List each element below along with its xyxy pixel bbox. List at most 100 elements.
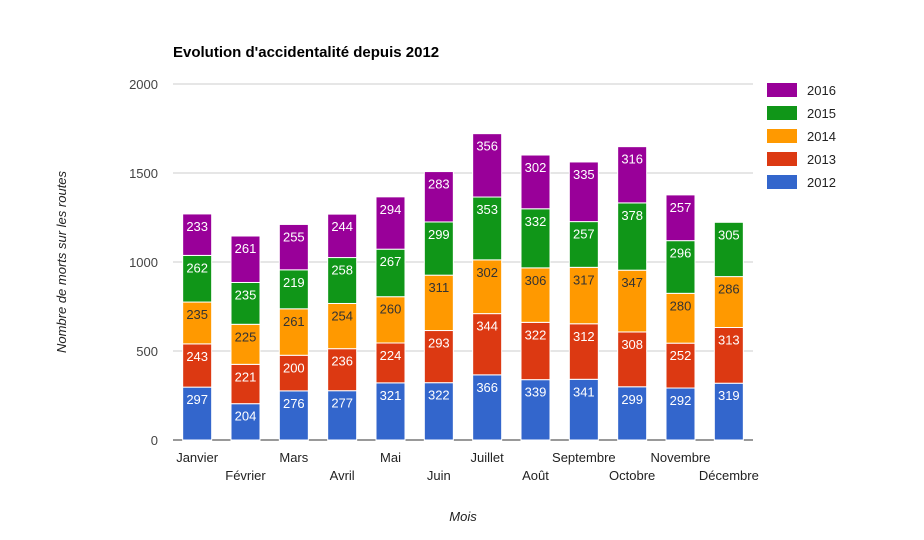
bar-segment[interactable] bbox=[278, 308, 309, 356]
data-label: 366 bbox=[476, 380, 498, 395]
data-label: 311 bbox=[428, 280, 449, 295]
bar-segment[interactable] bbox=[472, 133, 503, 198]
data-label: 292 bbox=[670, 393, 692, 408]
bar-segment[interactable] bbox=[617, 331, 648, 388]
data-label: 299 bbox=[428, 227, 450, 242]
legend-swatch bbox=[767, 83, 797, 97]
bar-segment[interactable] bbox=[665, 387, 696, 441]
legend-swatch bbox=[767, 175, 797, 189]
bar-segment[interactable] bbox=[665, 194, 696, 242]
bar-segment[interactable] bbox=[182, 386, 213, 441]
bar-segment[interactable] bbox=[327, 348, 358, 392]
data-label: 356 bbox=[476, 139, 498, 154]
chart-title: Evolution d'accidentalité depuis 2012 bbox=[173, 44, 439, 61]
data-label: 235 bbox=[186, 307, 208, 322]
data-label: 262 bbox=[186, 260, 208, 275]
bar-segment[interactable] bbox=[472, 313, 503, 376]
x-tick-label: Mars bbox=[279, 450, 308, 465]
bar-segment[interactable] bbox=[230, 235, 261, 283]
data-label: 258 bbox=[331, 263, 353, 278]
bar-segment[interactable] bbox=[182, 343, 213, 388]
bar-segment[interactable] bbox=[423, 171, 454, 223]
x-axis-title: Mois bbox=[449, 509, 477, 524]
bar-segment[interactable] bbox=[327, 390, 358, 441]
data-label: 294 bbox=[380, 202, 402, 217]
data-label: 257 bbox=[670, 200, 692, 215]
bar-segment[interactable] bbox=[327, 302, 358, 350]
data-label: 353 bbox=[476, 202, 498, 217]
bar-segment[interactable] bbox=[278, 354, 309, 392]
data-label: 299 bbox=[621, 392, 643, 407]
bar-segment[interactable] bbox=[617, 386, 648, 441]
bar-segment[interactable] bbox=[375, 196, 406, 250]
y-tick-label: 500 bbox=[136, 344, 158, 359]
legend-label: 2012 bbox=[807, 175, 836, 190]
y-tick-label: 0 bbox=[151, 433, 158, 448]
data-label: 335 bbox=[573, 167, 595, 182]
data-label: 261 bbox=[283, 314, 305, 329]
data-label: 283 bbox=[428, 177, 450, 192]
bar-segment[interactable] bbox=[520, 379, 551, 441]
bar-segment[interactable] bbox=[665, 240, 696, 294]
bar-segment[interactable] bbox=[713, 327, 744, 384]
bar-segment[interactable] bbox=[520, 321, 551, 381]
bar-segment[interactable] bbox=[520, 154, 551, 210]
data-label: 322 bbox=[428, 388, 450, 403]
bar-segment[interactable] bbox=[423, 330, 454, 384]
data-label: 293 bbox=[428, 336, 450, 351]
x-tick-label: Avril bbox=[330, 468, 355, 483]
data-label: 322 bbox=[525, 327, 547, 342]
bar-segment[interactable] bbox=[423, 221, 454, 276]
data-label: 308 bbox=[621, 337, 643, 352]
bar-segment[interactable] bbox=[375, 296, 406, 344]
bar-segment[interactable] bbox=[327, 257, 358, 304]
x-tick-label: Mai bbox=[380, 450, 401, 465]
data-label: 254 bbox=[331, 308, 353, 323]
bar-segment[interactable] bbox=[617, 146, 648, 204]
bar-segment[interactable] bbox=[278, 269, 309, 310]
data-label: 302 bbox=[476, 265, 498, 280]
x-tick-label: Octobre bbox=[609, 468, 655, 483]
x-tick-label: Décembre bbox=[699, 468, 759, 483]
bar-segment[interactable] bbox=[617, 269, 648, 333]
bar-segment[interactable] bbox=[230, 323, 261, 365]
data-label: 267 bbox=[380, 254, 402, 269]
x-tick-label: Février bbox=[225, 468, 266, 483]
bar-segment[interactable] bbox=[713, 221, 744, 278]
legend-label: 2016 bbox=[807, 83, 836, 98]
data-label: 302 bbox=[525, 160, 547, 175]
legend-swatch bbox=[767, 152, 797, 166]
x-tick-label: Septembre bbox=[552, 450, 616, 465]
bar-segment[interactable] bbox=[472, 259, 503, 315]
bar-segment[interactable] bbox=[713, 276, 744, 329]
data-label: 243 bbox=[186, 349, 208, 364]
bar-segment[interactable] bbox=[423, 382, 454, 441]
bar-segment[interactable] bbox=[375, 342, 406, 384]
data-label: 252 bbox=[670, 348, 692, 363]
bar-segment[interactable] bbox=[182, 213, 213, 256]
data-label: 316 bbox=[621, 152, 643, 167]
bar-segment[interactable] bbox=[423, 274, 454, 332]
data-label: 297 bbox=[186, 392, 208, 407]
bar-segment[interactable] bbox=[568, 161, 599, 223]
bar-segment[interactable] bbox=[327, 213, 358, 259]
bar-segment[interactable] bbox=[665, 342, 696, 389]
legend-label: 2014 bbox=[807, 129, 836, 144]
bar-segment[interactable] bbox=[278, 223, 309, 271]
legend-swatch bbox=[767, 129, 797, 143]
bar-segment[interactable] bbox=[230, 281, 261, 325]
data-label: 344 bbox=[476, 319, 498, 334]
data-label: 204 bbox=[235, 409, 257, 424]
bar-segment[interactable] bbox=[713, 382, 744, 441]
bar-segment[interactable] bbox=[472, 374, 503, 441]
x-tick-label: Août bbox=[522, 468, 549, 483]
data-label: 233 bbox=[186, 219, 208, 234]
y-axis-title: Nombre de morts sur les routes bbox=[54, 170, 69, 353]
data-label: 277 bbox=[331, 396, 353, 411]
bar-segment[interactable] bbox=[520, 208, 551, 269]
bar-segment[interactable] bbox=[472, 196, 503, 261]
data-label: 255 bbox=[283, 229, 305, 244]
data-label: 276 bbox=[283, 396, 305, 411]
data-label: 257 bbox=[573, 227, 595, 242]
data-label: 378 bbox=[621, 208, 643, 223]
